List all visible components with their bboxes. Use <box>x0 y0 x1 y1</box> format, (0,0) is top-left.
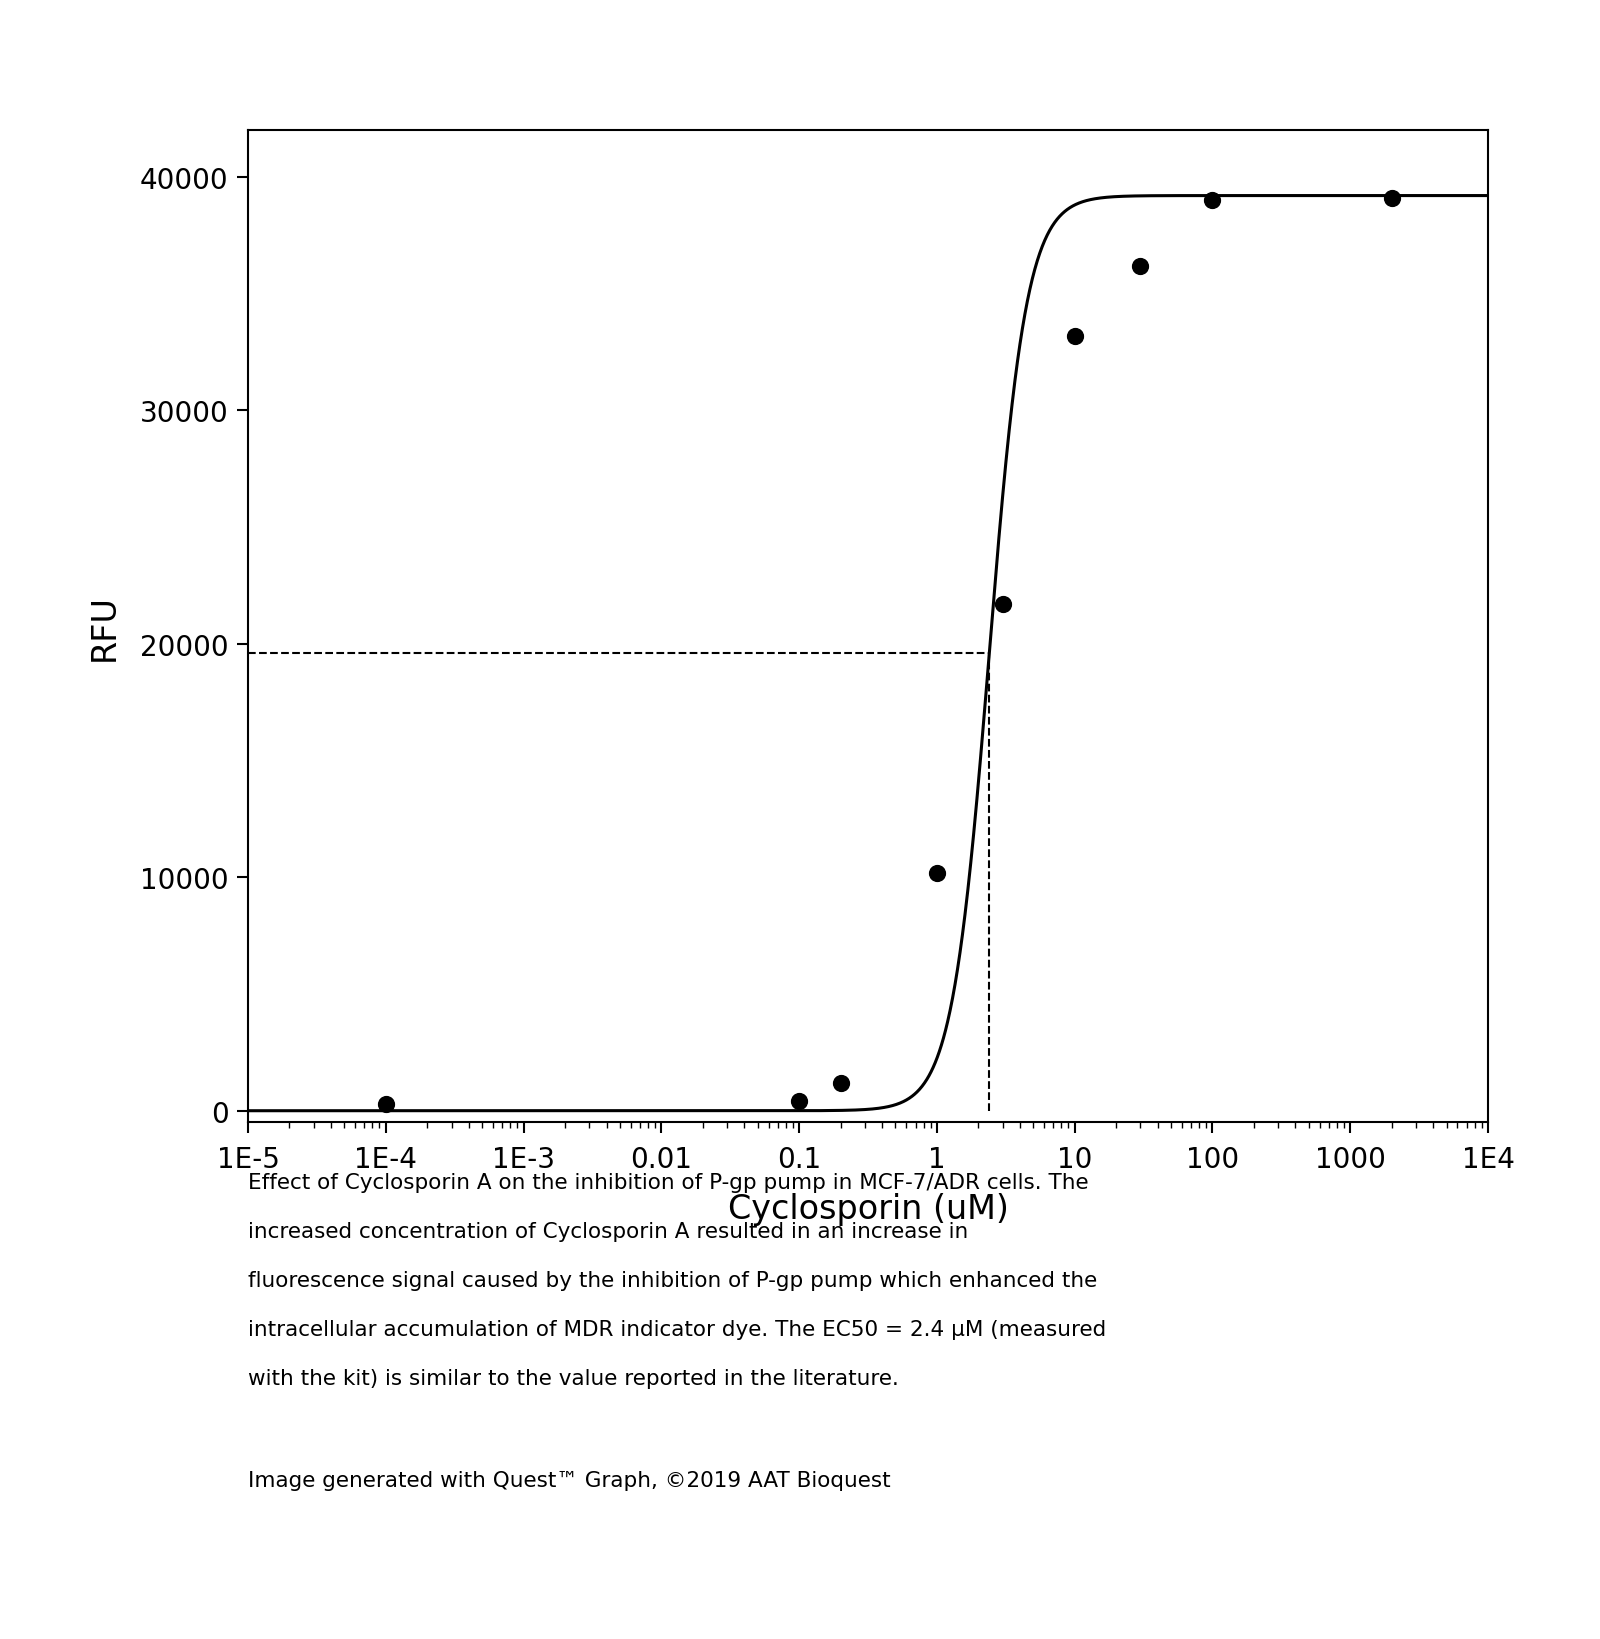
Point <box>827 1070 853 1096</box>
Text: intracellular accumulation of MDR indicator dye. The EC50 = 2.4 μM (measured: intracellular accumulation of MDR indica… <box>248 1319 1106 1339</box>
Point <box>1128 254 1154 280</box>
Y-axis label: RFU: RFU <box>88 593 120 661</box>
Text: with the kit) is similar to the value reported in the literature.: with the kit) is similar to the value re… <box>248 1369 899 1388</box>
Text: fluorescence signal caused by the inhibition of P-gp pump which enhanced the: fluorescence signal caused by the inhibi… <box>248 1270 1098 1290</box>
Point <box>925 860 950 887</box>
Point <box>373 1092 398 1118</box>
Text: Effect of Cyclosporin A on the inhibition of P-gp pump in MCF-7/ADR cells. The: Effect of Cyclosporin A on the inhibitio… <box>248 1172 1088 1192</box>
Point <box>990 592 1016 618</box>
Text: Image generated with Quest™ Graph, ©2019 AAT Bioquest: Image generated with Quest™ Graph, ©2019… <box>248 1470 891 1490</box>
Point <box>1062 323 1088 349</box>
Point <box>1379 185 1405 211</box>
Point <box>1200 188 1226 215</box>
Text: increased concentration of Cyclosporin A resulted in an increase in: increased concentration of Cyclosporin A… <box>248 1221 968 1241</box>
Point <box>786 1088 811 1115</box>
X-axis label: Cyclosporin (uM): Cyclosporin (uM) <box>728 1192 1008 1226</box>
